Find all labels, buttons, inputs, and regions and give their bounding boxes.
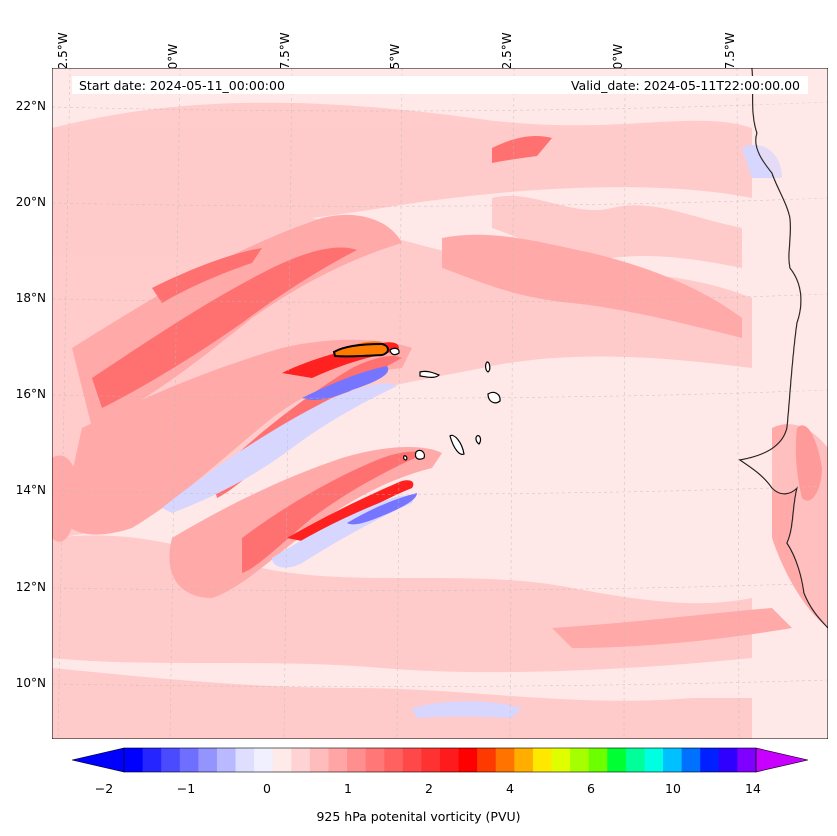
africa-coastline [738, 68, 828, 629]
sao-vicente-island [389, 347, 400, 356]
colorbar-tick-0: 0 [263, 781, 271, 796]
lat-label-18n: 18°N [15, 291, 46, 305]
pv-field-negative [162, 144, 782, 718]
colorbar-swatch [514, 748, 534, 772]
colorbar-swatch [532, 748, 553, 772]
colorbar-swatch [235, 748, 255, 772]
colorbar-tick-minus2: −2 [94, 781, 114, 796]
colorbar-tick-10: 10 [665, 781, 681, 796]
colorbar-swatch [440, 748, 460, 772]
colorbar-swatch [570, 748, 590, 772]
africa-land-edge [740, 68, 828, 628]
colorbar-swatch [309, 748, 329, 772]
fogo-island [414, 449, 425, 460]
colorbar-label: 925 hPa potenital vorticity (PVU) [316, 809, 521, 824]
colorbar-swatch [477, 748, 497, 772]
cape-verde-islands [332, 342, 501, 461]
colorbar-swatch [625, 748, 645, 772]
colorbar-high-extension [755, 747, 809, 773]
colorbar-swatch [328, 748, 348, 772]
lat-label-12n: 12°N [15, 580, 46, 594]
colorbar-swatch [384, 748, 404, 772]
lat-label-14n: 14°N [15, 483, 46, 497]
colorbar-swatch [607, 748, 627, 772]
colorbar-frame [123, 747, 757, 773]
colorbar-swatch [718, 748, 738, 772]
santiago-island [449, 434, 465, 455]
graticule [52, 68, 828, 739]
start-date-text: Start date: 2024-05-11_00:00:00 [79, 78, 285, 93]
colorbar-tick-2: 2 [425, 781, 433, 796]
colorbar-swatch [198, 748, 218, 772]
colorbar-swatch [124, 748, 144, 772]
colorbar [71, 747, 809, 773]
lat-label-20n: 20°N [15, 195, 46, 209]
pv-field-negative-strong [302, 366, 417, 525]
colorbar-swatch [644, 748, 664, 772]
valid-date-text: Valid_date: 2024-05-11T22:00:00.00 [570, 78, 800, 93]
lat-label-10n: 10°N [15, 676, 46, 690]
colorbar-swatch [588, 748, 608, 772]
colorbar-swatch [291, 748, 311, 772]
santo-antao-island [332, 342, 389, 358]
colorbar-swatch [495, 748, 515, 772]
colorbar-swatch [161, 748, 181, 772]
colorbar-swatch [458, 748, 478, 772]
colorbar-swatch [365, 748, 385, 772]
colorbar-tick-14: 14 [745, 781, 761, 796]
colorbar-swatch [347, 748, 367, 772]
brava-island [403, 455, 408, 461]
sao-nicolau-island [419, 370, 441, 378]
lat-label-22n: 22°N [15, 99, 46, 113]
colorbar-tick-4: 4 [506, 781, 514, 796]
colorbar-swatch [272, 748, 292, 772]
colorbar-swatch [402, 748, 422, 772]
lat-label-16n: 16°N [15, 387, 46, 401]
date-info-bar: Start date: 2024-05-11_00:00:00 Valid_da… [72, 76, 808, 94]
colorbar-swatches [124, 748, 757, 772]
colorbar-swatch [737, 748, 757, 772]
colorbar-tick-1: 1 [344, 781, 352, 796]
colorbar-tick-minus1: −1 [176, 781, 196, 796]
colorbar-low-extension [71, 747, 125, 773]
colorbar-swatch [681, 748, 701, 772]
colorbar-swatch [700, 748, 720, 772]
colorbar-swatch [216, 748, 237, 772]
maio-island [475, 435, 482, 445]
pv-map [52, 68, 828, 739]
sal-island [485, 361, 491, 373]
colorbar-swatch [551, 748, 571, 772]
colorbar-swatch [663, 748, 683, 772]
colorbar-swatch [179, 748, 199, 772]
colorbar-swatch [254, 748, 274, 772]
boavista-island [487, 391, 501, 404]
colorbar-swatch [421, 748, 441, 772]
colorbar-tick-6: 6 [587, 781, 595, 796]
colorbar-swatch [142, 748, 162, 772]
